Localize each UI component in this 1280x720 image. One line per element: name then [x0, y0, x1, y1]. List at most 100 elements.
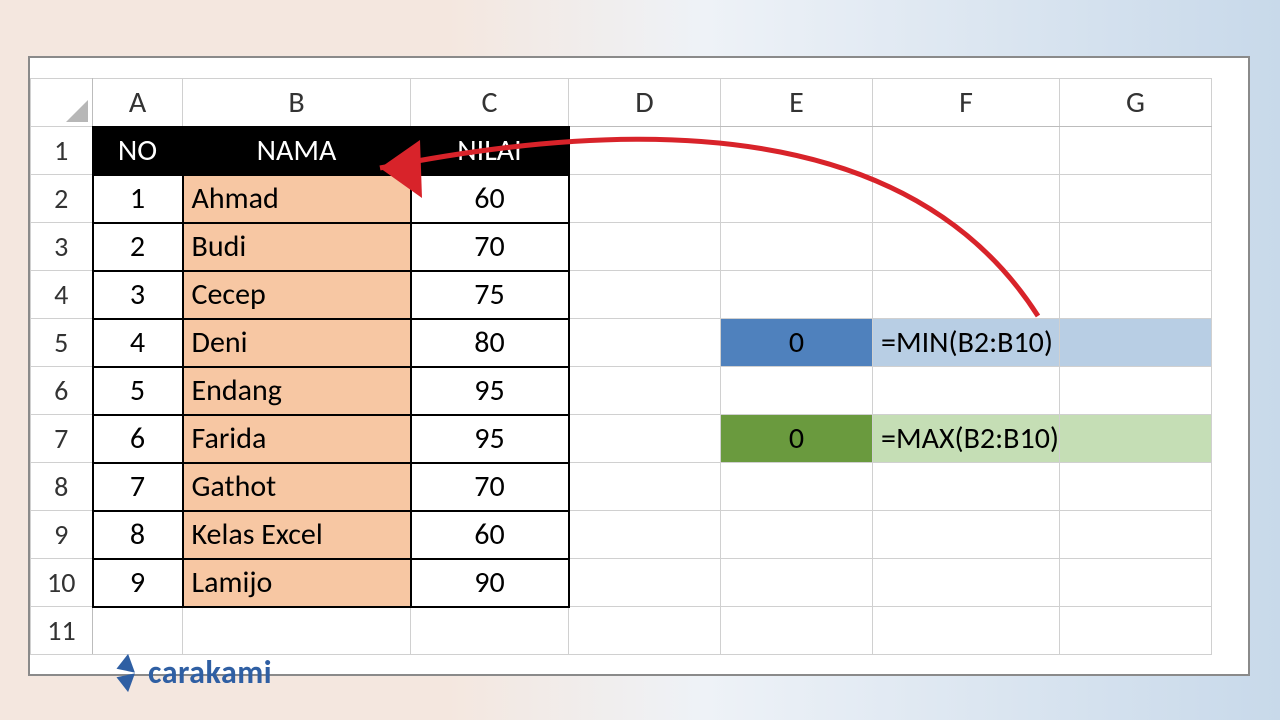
- cell-G6[interactable]: [1060, 367, 1212, 415]
- cell-C7[interactable]: 95: [411, 415, 569, 463]
- cell-G4[interactable]: [1060, 271, 1212, 319]
- cell-F11[interactable]: [873, 607, 1060, 655]
- col-header-G[interactable]: G: [1060, 79, 1212, 127]
- row-header[interactable]: 11: [31, 607, 93, 655]
- cell-A10[interactable]: 9: [93, 559, 183, 607]
- cell-D4[interactable]: [569, 271, 721, 319]
- cell-B2[interactable]: Ahmad: [183, 175, 411, 223]
- cell-D3[interactable]: [569, 223, 721, 271]
- cell-E2[interactable]: [721, 175, 873, 223]
- cell-E8[interactable]: [721, 463, 873, 511]
- select-all-corner[interactable]: [31, 79, 93, 127]
- cell-F1[interactable]: [873, 127, 1060, 175]
- cell-B6[interactable]: Endang: [183, 367, 411, 415]
- cell-E1[interactable]: [721, 127, 873, 175]
- cell-F9[interactable]: [873, 511, 1060, 559]
- cell-C11[interactable]: [411, 607, 569, 655]
- cell-D9[interactable]: [569, 511, 721, 559]
- cell-A3[interactable]: 2: [93, 223, 183, 271]
- cell-G3[interactable]: [1060, 223, 1212, 271]
- table-row: 2 1 Ahmad 60: [31, 175, 1212, 223]
- cell-B10[interactable]: Lamijo: [183, 559, 411, 607]
- cell-E9[interactable]: [721, 511, 873, 559]
- table-row: 8 7 Gathot 70: [31, 463, 1212, 511]
- cell-D5[interactable]: [569, 319, 721, 367]
- cell-G11[interactable]: [1060, 607, 1212, 655]
- cell-E7-max-result[interactable]: 0: [721, 415, 873, 463]
- cell-G8[interactable]: [1060, 463, 1212, 511]
- cell-A2[interactable]: 1: [93, 175, 183, 223]
- cell-E10[interactable]: [721, 559, 873, 607]
- cell-A9[interactable]: 8: [93, 511, 183, 559]
- cell-F7-max-formula[interactable]: =MAX(B2:B10): [873, 415, 1060, 463]
- cell-A1[interactable]: NO: [93, 127, 183, 175]
- cell-B9[interactable]: Kelas Excel: [183, 511, 411, 559]
- row-header[interactable]: 7: [31, 415, 93, 463]
- cell-F3[interactable]: [873, 223, 1060, 271]
- cell-E5-min-result[interactable]: 0: [721, 319, 873, 367]
- cell-G5[interactable]: [1060, 319, 1212, 367]
- cell-F5-min-formula[interactable]: =MIN(B2:B10): [873, 319, 1060, 367]
- cell-E11[interactable]: [721, 607, 873, 655]
- column-header-row: A B C D E F G: [31, 79, 1212, 127]
- cell-G10[interactable]: [1060, 559, 1212, 607]
- cell-C6[interactable]: 95: [411, 367, 569, 415]
- cell-F8[interactable]: [873, 463, 1060, 511]
- row-header[interactable]: 4: [31, 271, 93, 319]
- cell-D8[interactable]: [569, 463, 721, 511]
- row-header[interactable]: 5: [31, 319, 93, 367]
- cell-A4[interactable]: 3: [93, 271, 183, 319]
- cell-B8[interactable]: Gathot: [183, 463, 411, 511]
- cell-F2[interactable]: [873, 175, 1060, 223]
- cell-A7[interactable]: 6: [93, 415, 183, 463]
- cell-E3[interactable]: [721, 223, 873, 271]
- row-header[interactable]: 3: [31, 223, 93, 271]
- col-header-D[interactable]: D: [569, 79, 721, 127]
- cell-A11[interactable]: [93, 607, 183, 655]
- cell-F10[interactable]: [873, 559, 1060, 607]
- cell-B11[interactable]: [183, 607, 411, 655]
- row-header[interactable]: 1: [31, 127, 93, 175]
- cell-D1[interactable]: [569, 127, 721, 175]
- cell-B4[interactable]: Cecep: [183, 271, 411, 319]
- cell-C3[interactable]: 70: [411, 223, 569, 271]
- cell-B3[interactable]: Budi: [183, 223, 411, 271]
- cell-F4[interactable]: [873, 271, 1060, 319]
- cell-G9[interactable]: [1060, 511, 1212, 559]
- cell-D11[interactable]: [569, 607, 721, 655]
- row-header[interactable]: 6: [31, 367, 93, 415]
- cell-C9[interactable]: 60: [411, 511, 569, 559]
- cell-C2[interactable]: 60: [411, 175, 569, 223]
- cell-C10[interactable]: 90: [411, 559, 569, 607]
- cell-G2[interactable]: [1060, 175, 1212, 223]
- cell-G7[interactable]: [1060, 415, 1212, 463]
- col-header-C[interactable]: C: [411, 79, 569, 127]
- cell-C8[interactable]: 70: [411, 463, 569, 511]
- cell-D7[interactable]: [569, 415, 721, 463]
- row-header[interactable]: 10: [31, 559, 93, 607]
- cell-D2[interactable]: [569, 175, 721, 223]
- cell-D6[interactable]: [569, 367, 721, 415]
- spreadsheet-grid[interactable]: A B C D E F G 1 NO NAMA NILAI 2 1 Ahmad …: [30, 78, 1212, 655]
- cell-A6[interactable]: 5: [93, 367, 183, 415]
- cell-A8[interactable]: 7: [93, 463, 183, 511]
- row-header[interactable]: 2: [31, 175, 93, 223]
- cell-F6[interactable]: [873, 367, 1060, 415]
- cell-E4[interactable]: [721, 271, 873, 319]
- row-header[interactable]: 9: [31, 511, 93, 559]
- cell-D10[interactable]: [569, 559, 721, 607]
- cell-B1[interactable]: NAMA: [183, 127, 411, 175]
- col-header-B[interactable]: B: [183, 79, 411, 127]
- cell-A5[interactable]: 4: [93, 319, 183, 367]
- col-header-E[interactable]: E: [721, 79, 873, 127]
- row-header[interactable]: 8: [31, 463, 93, 511]
- cell-G1[interactable]: [1060, 127, 1212, 175]
- cell-C1[interactable]: NILAI: [411, 127, 569, 175]
- cell-C5[interactable]: 80: [411, 319, 569, 367]
- col-header-F[interactable]: F: [873, 79, 1060, 127]
- cell-E6[interactable]: [721, 367, 873, 415]
- col-header-A[interactable]: A: [93, 79, 183, 127]
- cell-C4[interactable]: 75: [411, 271, 569, 319]
- cell-B7[interactable]: Farida: [183, 415, 411, 463]
- cell-B5[interactable]: Deni: [183, 319, 411, 367]
